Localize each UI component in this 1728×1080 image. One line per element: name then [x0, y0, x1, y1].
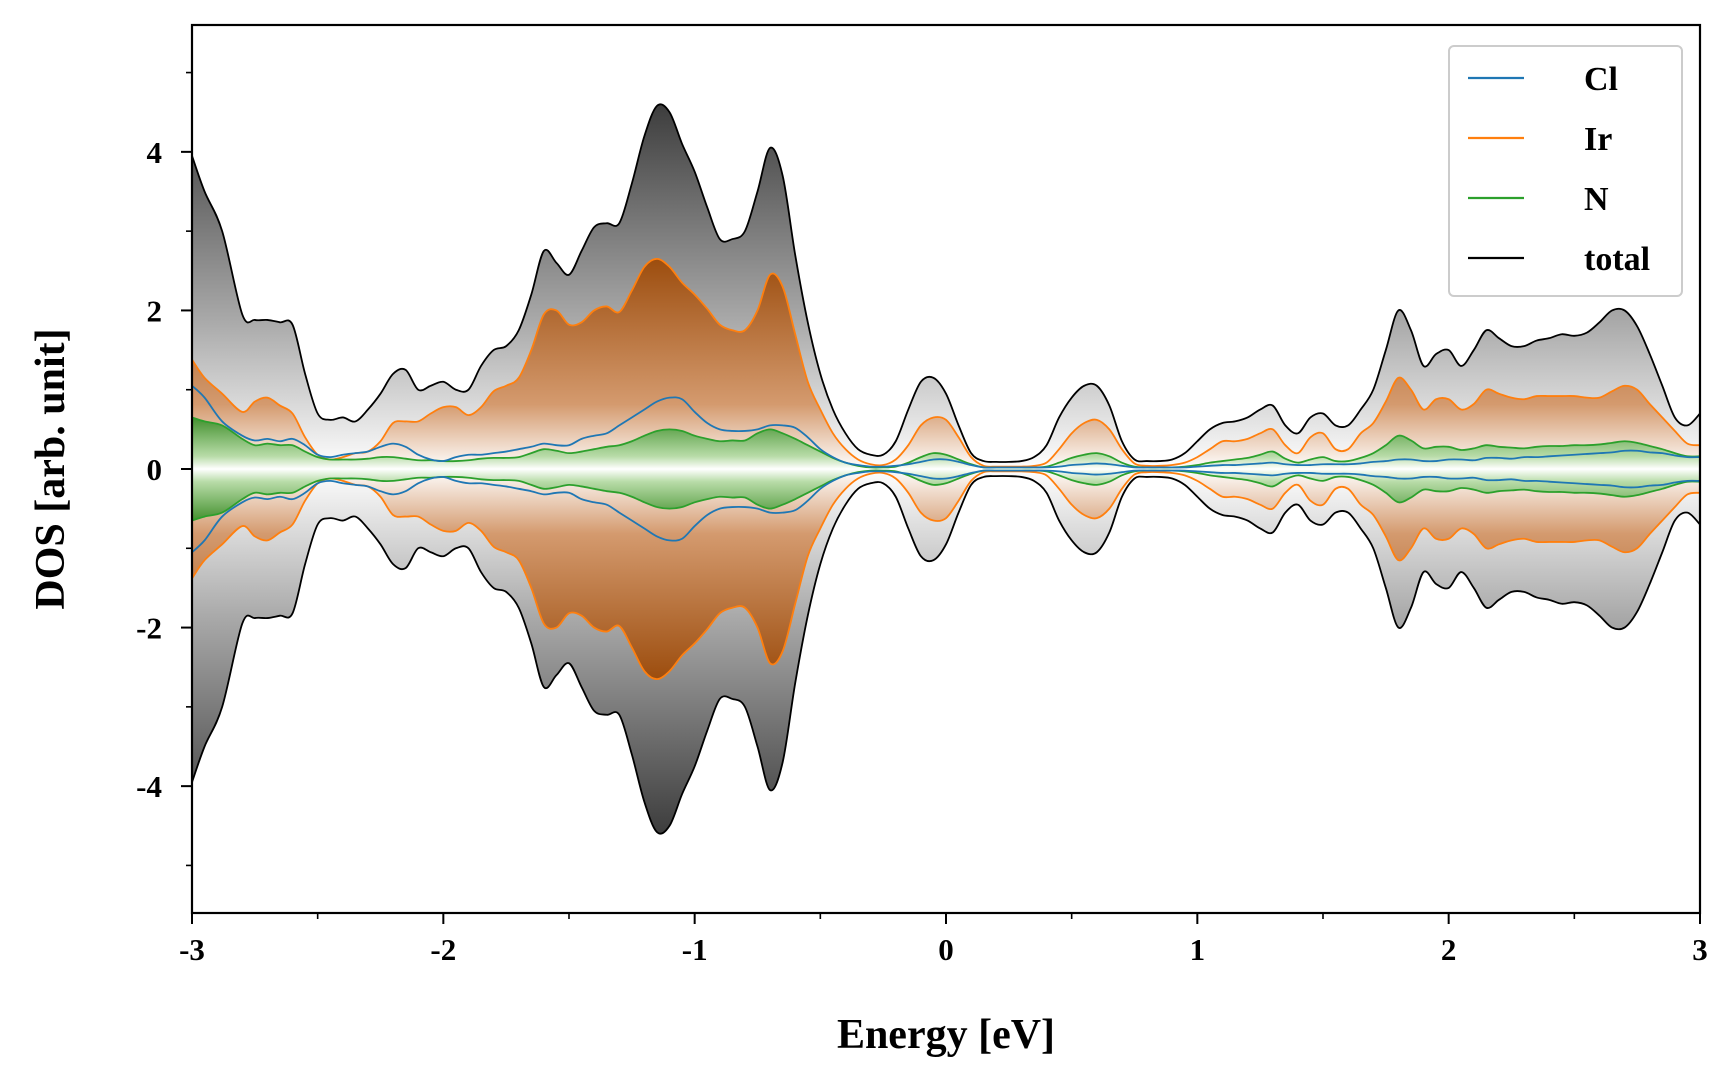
x-tick-label: 0 [938, 932, 954, 967]
legend-label-total: total [1584, 241, 1650, 278]
x-tick-label: 2 [1441, 932, 1457, 967]
x-tick-label: -1 [682, 932, 708, 967]
x-tick-label: -3 [179, 932, 205, 967]
line-cl-up [192, 385, 1700, 469]
x-tick-label: 1 [1190, 932, 1206, 967]
line-ir-up [192, 257, 1700, 468]
fill-n [192, 417, 1700, 521]
legend-box [1448, 45, 1683, 297]
filled-areas [192, 104, 1700, 834]
x-tick-label: 3 [1692, 932, 1708, 967]
line-total-up [192, 103, 1700, 463]
y-tick-label: -4 [136, 769, 162, 804]
line-cl-down [192, 469, 1700, 553]
axes: -3 -2 -1 0 1 2 3 -4 -2 0 2 4 [136, 23, 1708, 967]
line-ir-down [192, 470, 1700, 681]
y-tick-label: 2 [147, 293, 163, 328]
legend-label-n: N [1584, 181, 1609, 218]
line-n-up [192, 416, 1700, 469]
series-lines [192, 103, 1700, 835]
legend-label-ir: Ir [1584, 121, 1612, 158]
x-tick-label: -2 [430, 932, 456, 967]
line-n-down [192, 469, 1700, 522]
y-tick-label: 4 [147, 135, 163, 170]
y-tick-label: -2 [136, 611, 162, 646]
y-axis-title: DOS [arb. unit] [28, 328, 74, 609]
y-tick-label: 0 [147, 452, 163, 487]
line-total-down [192, 475, 1700, 835]
legend-label-cl: Cl [1584, 61, 1618, 98]
x-axis-title: Energy [eV] [837, 1012, 1055, 1058]
